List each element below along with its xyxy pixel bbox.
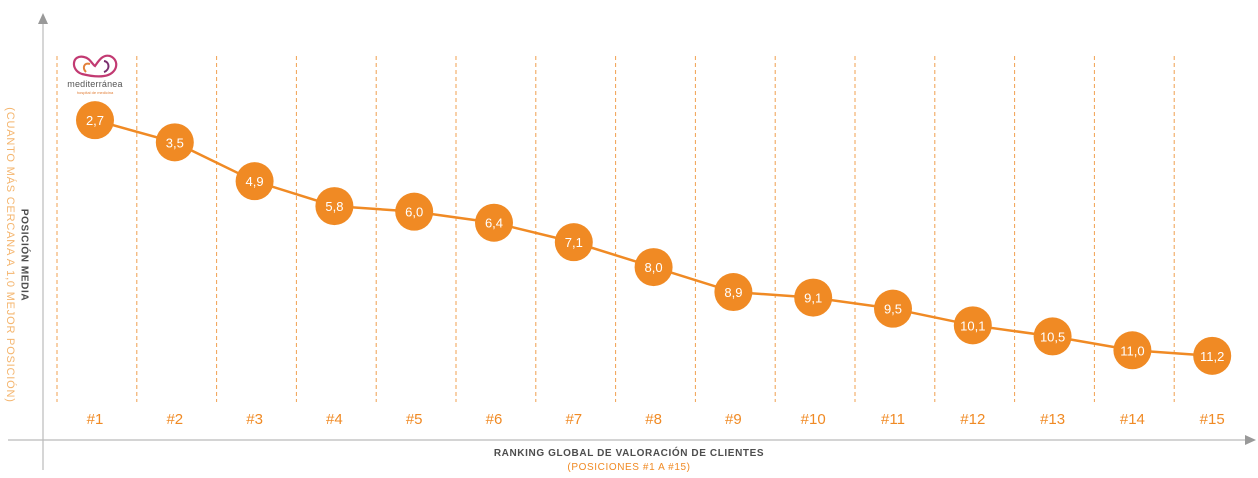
x-axis-arrow-icon bbox=[1245, 435, 1256, 445]
logo-tagline: hospital de medicina bbox=[76, 90, 114, 95]
x-axis-title: RANKING GLOBAL DE VALORACIÓN DE CLIENTES bbox=[493, 448, 765, 459]
data-point-label: 3,5 bbox=[166, 135, 184, 150]
x-tick-label: #3 bbox=[246, 411, 263, 428]
data-point: 10,5 bbox=[1033, 317, 1072, 356]
data-point: 5,8 bbox=[315, 187, 354, 226]
x-tick-label: #5 bbox=[406, 411, 423, 428]
data-point-marker bbox=[315, 187, 354, 226]
data-point-marker bbox=[235, 162, 274, 201]
x-tick-label: #4 bbox=[326, 411, 343, 428]
data-point-label: 7,1 bbox=[565, 235, 583, 250]
logo-wordmark: mediterránea bbox=[67, 79, 123, 89]
y-axis-arrow-icon bbox=[38, 13, 48, 24]
logo: mediterránea hospital de medicina bbox=[60, 48, 130, 96]
x-tick-label: #15 bbox=[1200, 411, 1225, 428]
data-point-marker bbox=[794, 278, 833, 317]
x-tick-label: #11 bbox=[881, 411, 905, 428]
data-point-marker bbox=[1033, 317, 1072, 356]
data-point-label: 11,2 bbox=[1200, 349, 1224, 364]
data-point-marker bbox=[874, 289, 912, 328]
data-point-label: 10,5 bbox=[1040, 329, 1065, 344]
x-tick-label: #9 bbox=[725, 411, 742, 428]
data-point: 8,9 bbox=[714, 273, 753, 312]
data-point: 6,0 bbox=[395, 192, 434, 231]
data-point: 4,9 bbox=[235, 162, 274, 201]
x-tick-label: #1 bbox=[87, 411, 104, 428]
data-point-label: 8,0 bbox=[645, 260, 663, 275]
data-point-marker bbox=[1113, 331, 1152, 370]
x-tick-label: #7 bbox=[565, 411, 582, 428]
x-tick-label: #2 bbox=[166, 411, 183, 428]
y-axis-subtitle: (CUANTO MÁS CERCANA A 1,0 MEJOR POSICIÓN… bbox=[4, 107, 16, 403]
y-axis-title-group: (CUANTO MÁS CERCANA A 1,0 MEJOR POSICIÓN… bbox=[0, 107, 50, 403]
x-tick-label: #8 bbox=[645, 411, 662, 428]
data-point: 9,1 bbox=[794, 278, 833, 317]
x-axis-subtitle: (POSICIONES #1 A #15) bbox=[567, 462, 691, 473]
data-point-label: 8,9 bbox=[724, 285, 742, 300]
data-point: 8,0 bbox=[634, 248, 673, 287]
data-point: 6,4 bbox=[475, 203, 513, 242]
chart-axes bbox=[8, 13, 1256, 470]
data-point-label: 4,9 bbox=[246, 174, 264, 189]
data-point-label: 6,0 bbox=[405, 205, 423, 220]
data-point: 7,1 bbox=[554, 223, 593, 262]
data-point-label: 6,4 bbox=[485, 216, 503, 231]
data-point-marker bbox=[714, 273, 753, 312]
x-tick-label: #6 bbox=[486, 411, 503, 428]
data-point: 9,5 bbox=[874, 289, 912, 328]
data-point: 11,2 bbox=[1193, 336, 1232, 375]
x-tick-label: #12 bbox=[960, 411, 985, 428]
data-points: 2,7 3,5 4,9 5,8 6,0 6,4 7,1 8,0 8,9 9,1 9,5 10,1 10,… bbox=[76, 101, 1232, 375]
data-point: 11,0 bbox=[1113, 331, 1152, 370]
data-point-label: 9,5 bbox=[884, 302, 902, 317]
x-tick-label: #13 bbox=[1040, 411, 1065, 428]
data-point-marker bbox=[155, 123, 194, 162]
data-point-label: 9,1 bbox=[804, 291, 822, 306]
data-point-label: 5,8 bbox=[325, 199, 343, 214]
x-tick-labels: #1 #2 #3 #4 #5 #6 #7 #8 #9 #10 #11 #12 #13 #14 #15 bbox=[87, 411, 1225, 428]
data-point-label: 11,0 bbox=[1120, 343, 1144, 358]
data-point-marker bbox=[395, 192, 434, 231]
logo-mark-icon bbox=[72, 54, 118, 78]
column-separators bbox=[56, 56, 1175, 402]
data-point: 3,5 bbox=[155, 123, 194, 162]
data-point: 10,1 bbox=[953, 306, 992, 345]
data-point-marker bbox=[475, 203, 513, 242]
data-point-marker bbox=[76, 101, 114, 140]
data-point: 2,7 bbox=[76, 101, 114, 140]
data-point-marker bbox=[634, 248, 673, 287]
data-point-label: 2,7 bbox=[86, 113, 104, 128]
data-point-label: 10,1 bbox=[960, 318, 985, 333]
data-point-marker bbox=[1193, 336, 1232, 375]
x-tick-label: #14 bbox=[1120, 411, 1145, 428]
y-axis-title: POSICIÓN MEDIA bbox=[18, 208, 30, 302]
data-point-marker bbox=[554, 223, 593, 262]
data-point-marker bbox=[953, 306, 992, 345]
x-tick-label: #10 bbox=[801, 411, 826, 428]
